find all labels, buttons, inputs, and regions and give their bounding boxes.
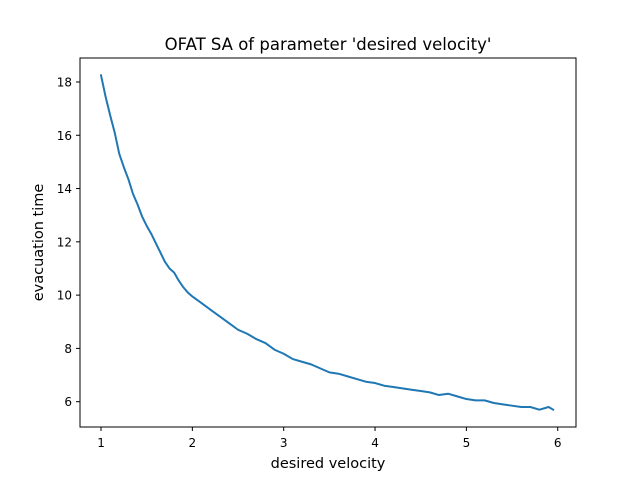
y-axis-label: evacuation time	[31, 184, 47, 302]
y-tick-label: 16	[57, 129, 72, 143]
y-tick-label: 6	[64, 395, 72, 409]
x-axis: 1 2 3 4 5 6	[97, 427, 562, 450]
y-tick-label: 10	[57, 289, 72, 303]
axes-frame	[79, 57, 577, 428]
y-tick-label: 18	[57, 75, 72, 89]
x-tick-label: 1	[97, 436, 105, 450]
plot-area	[99, 74, 555, 412]
y-tick-label: 14	[57, 182, 72, 196]
y-tick-label: 8	[64, 342, 72, 356]
y-axis: 6 8 10 12 14 16 18	[57, 75, 80, 409]
chart-title: OFAT SA of parameter 'desired velocity'	[165, 35, 492, 54]
x-tick-label: 5	[463, 436, 471, 450]
x-tick-label: 3	[280, 436, 288, 450]
x-tick-label: 4	[371, 436, 379, 450]
x-tick-label: 6	[554, 436, 562, 450]
y-tick-label: 12	[57, 235, 72, 249]
x-tick-label: 2	[189, 436, 197, 450]
series-line	[99, 74, 555, 412]
x-axis-label: desired velocity	[271, 456, 386, 472]
